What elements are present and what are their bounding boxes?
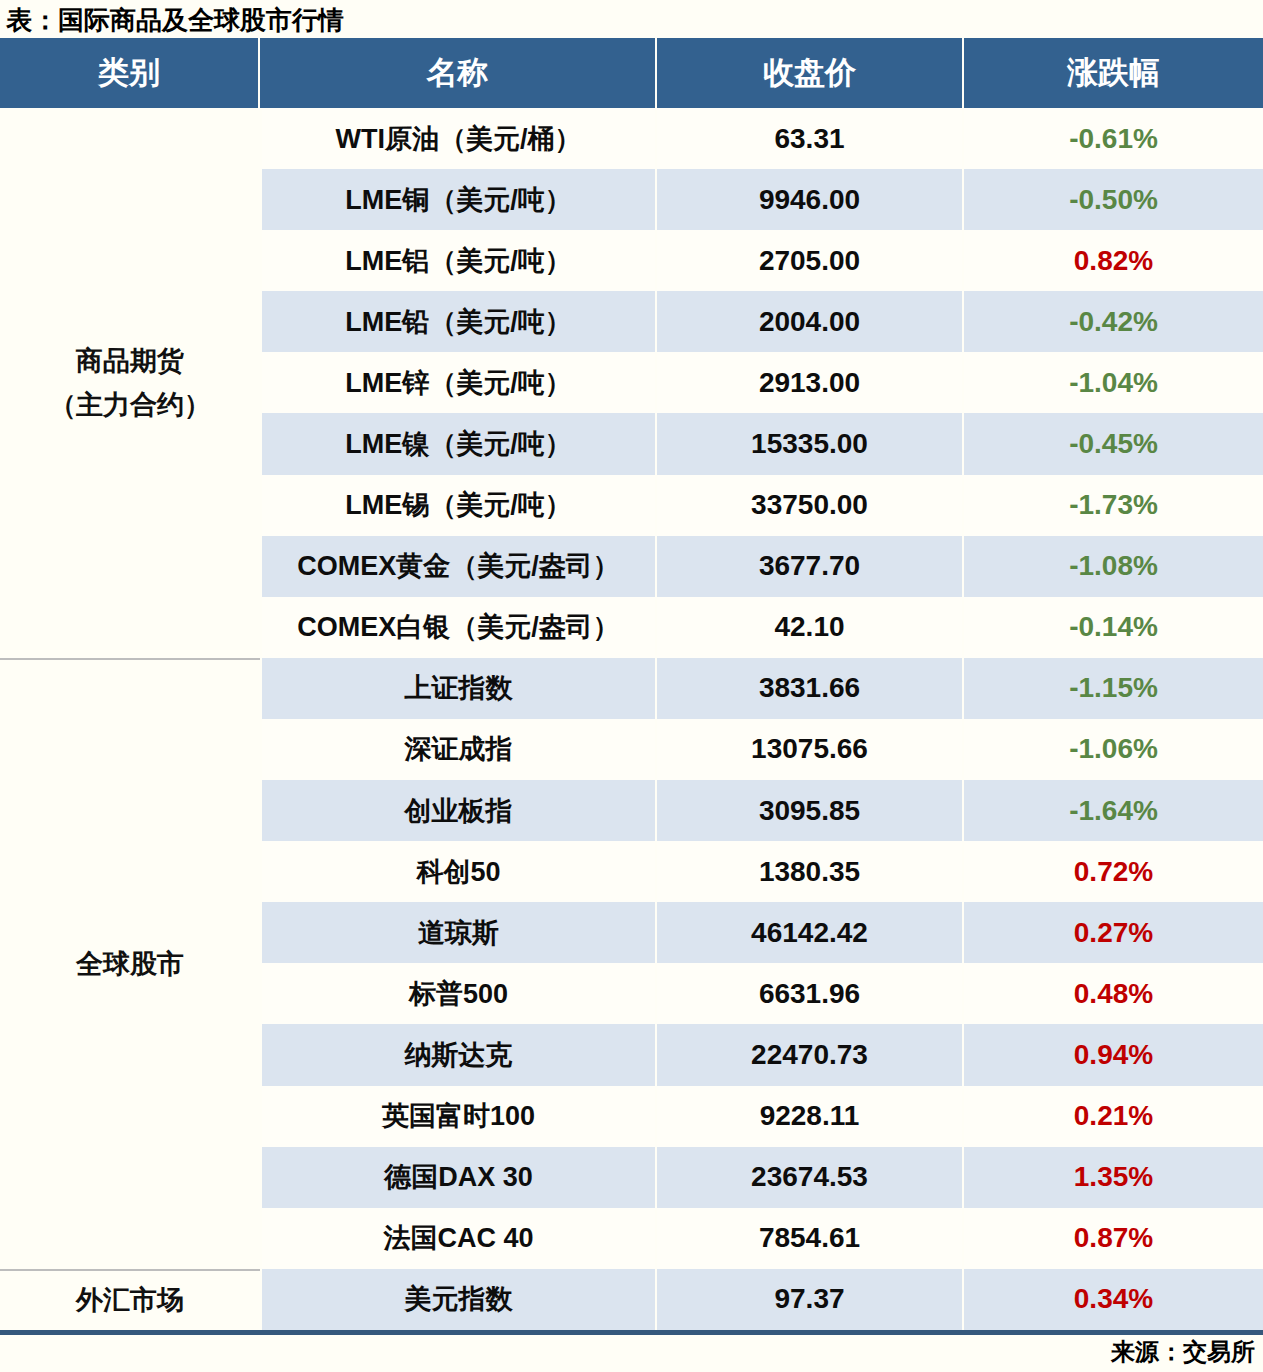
change-percent: -1.15% [964, 658, 1263, 719]
change-percent: 0.21% [964, 1086, 1263, 1147]
close-price: 42.10 [657, 597, 962, 658]
table-row: 英国富时100 9228.11 0.21% [260, 1086, 1263, 1147]
instrument-name: WTI原油（美元/桶） [262, 108, 655, 169]
change-percent: -0.45% [964, 413, 1263, 474]
change-percent: 1.35% [964, 1147, 1263, 1208]
table-row: 美元指数 97.37 0.34% [260, 1269, 1263, 1330]
change-percent: -0.50% [964, 169, 1263, 230]
source-note: 来源：交易所 [0, 1335, 1263, 1369]
header-category: 类别 [0, 38, 258, 108]
instrument-name: 深证成指 [262, 719, 655, 780]
table-body: 商品期货 （主力合约） 全球股市 外汇市场 WTI原油（美元/桶） 63.31 … [0, 108, 1263, 1330]
change-percent: -0.14% [964, 597, 1263, 658]
close-price: 2705.00 [657, 230, 962, 291]
header-name: 名称 [260, 38, 655, 108]
category-commodity-futures: 商品期货 （主力合约） [0, 108, 260, 658]
table-row: LME铜（美元/吨） 9946.00 -0.50% [260, 169, 1263, 230]
close-price: 3095.85 [657, 780, 962, 841]
table-row: 道琼斯 46142.42 0.27% [260, 902, 1263, 963]
change-percent: 0.72% [964, 841, 1263, 902]
instrument-name: LME铝（美元/吨） [262, 230, 655, 291]
instrument-name: LME镍（美元/吨） [262, 413, 655, 474]
close-price: 7854.61 [657, 1208, 962, 1269]
instrument-name: COMEX黄金（美元/盎司） [262, 536, 655, 597]
category-line: （主力合约） [49, 383, 211, 427]
close-price: 6631.96 [657, 963, 962, 1024]
close-price: 23674.53 [657, 1147, 962, 1208]
close-price: 15335.00 [657, 413, 962, 474]
page: 表：国际商品及全球股市行情 类别 名称 收盘价 涨跌幅 商品期货 （主力合约） … [0, 0, 1263, 1369]
category-global-stocks: 全球股市 [0, 658, 260, 1269]
instrument-name: 英国富时100 [262, 1086, 655, 1147]
table-row: 科创50 1380.35 0.72% [260, 841, 1263, 902]
instrument-name: 创业板指 [262, 780, 655, 841]
table-title: 表：国际商品及全球股市行情 [0, 0, 1263, 38]
instrument-name: LME锌（美元/吨） [262, 352, 655, 413]
instrument-name: COMEX白银（美元/盎司） [262, 597, 655, 658]
table-header-row: 类别 名称 收盘价 涨跌幅 [0, 38, 1263, 108]
change-percent: 0.34% [964, 1269, 1263, 1330]
table-row: LME铝（美元/吨） 2705.00 0.82% [260, 230, 1263, 291]
table-row: 德国DAX 30 23674.53 1.35% [260, 1147, 1263, 1208]
table-row: 标普500 6631.96 0.48% [260, 963, 1263, 1024]
instrument-name: 标普500 [262, 963, 655, 1024]
change-percent: -0.61% [964, 108, 1263, 169]
close-price: 9946.00 [657, 169, 962, 230]
change-percent: 0.27% [964, 902, 1263, 963]
table-row: 法国CAC 40 7854.61 0.87% [260, 1208, 1263, 1269]
category-line: 外汇市场 [76, 1278, 184, 1322]
instrument-name: LME铜（美元/吨） [262, 169, 655, 230]
change-percent: -1.04% [964, 352, 1263, 413]
change-percent: -0.42% [964, 291, 1263, 352]
close-price: 63.31 [657, 108, 962, 169]
table-row: LME铅（美元/吨） 2004.00 -0.42% [260, 291, 1263, 352]
instrument-name: 美元指数 [262, 1269, 655, 1330]
close-price: 2913.00 [657, 352, 962, 413]
change-percent: 0.94% [964, 1024, 1263, 1085]
instrument-name: 法国CAC 40 [262, 1208, 655, 1269]
table-row: COMEX白银（美元/盎司） 42.10 -0.14% [260, 597, 1263, 658]
close-price: 46142.42 [657, 902, 962, 963]
category-forex-market: 外汇市场 [0, 1269, 260, 1330]
close-price: 22470.73 [657, 1024, 962, 1085]
table-row: 创业板指 3095.85 -1.64% [260, 780, 1263, 841]
close-price: 9228.11 [657, 1086, 962, 1147]
header-close: 收盘价 [657, 38, 962, 108]
change-percent: -1.06% [964, 719, 1263, 780]
table-row: 纳斯达克 22470.73 0.94% [260, 1024, 1263, 1085]
close-price: 3677.70 [657, 536, 962, 597]
table-row: LME锡（美元/吨） 33750.00 -1.73% [260, 475, 1263, 536]
table-row: COMEX黄金（美元/盎司） 3677.70 -1.08% [260, 536, 1263, 597]
table-row: LME镍（美元/吨） 15335.00 -0.45% [260, 413, 1263, 474]
market-table: 类别 名称 收盘价 涨跌幅 商品期货 （主力合约） 全球股市 外汇市场 WTI原… [0, 38, 1263, 1330]
change-percent: 0.82% [964, 230, 1263, 291]
category-line: 全球股市 [76, 942, 184, 986]
change-percent: -1.08% [964, 536, 1263, 597]
table-row: 深证成指 13075.66 -1.06% [260, 719, 1263, 780]
table-row: WTI原油（美元/桶） 63.31 -0.61% [260, 108, 1263, 169]
header-change: 涨跌幅 [964, 38, 1263, 108]
close-price: 13075.66 [657, 719, 962, 780]
table-row: 上证指数 3831.66 -1.15% [260, 658, 1263, 719]
close-price: 97.37 [657, 1269, 962, 1330]
close-price: 3831.66 [657, 658, 962, 719]
instrument-name: 道琼斯 [262, 902, 655, 963]
close-price: 1380.35 [657, 841, 962, 902]
category-line: 商品期货 [76, 339, 184, 383]
instrument-name: LME锡（美元/吨） [262, 475, 655, 536]
instrument-name: LME铅（美元/吨） [262, 291, 655, 352]
change-percent: 0.87% [964, 1208, 1263, 1269]
instrument-name: 德国DAX 30 [262, 1147, 655, 1208]
table-row: LME锌（美元/吨） 2913.00 -1.04% [260, 352, 1263, 413]
instrument-name: 纳斯达克 [262, 1024, 655, 1085]
close-price: 33750.00 [657, 475, 962, 536]
instrument-name: 科创50 [262, 841, 655, 902]
table-rows: WTI原油（美元/桶） 63.31 -0.61% LME铜（美元/吨） 9946… [260, 108, 1263, 1330]
change-percent: 0.48% [964, 963, 1263, 1024]
category-column: 商品期货 （主力合约） 全球股市 外汇市场 [0, 108, 260, 1330]
change-percent: -1.73% [964, 475, 1263, 536]
instrument-name: 上证指数 [262, 658, 655, 719]
close-price: 2004.00 [657, 291, 962, 352]
change-percent: -1.64% [964, 780, 1263, 841]
